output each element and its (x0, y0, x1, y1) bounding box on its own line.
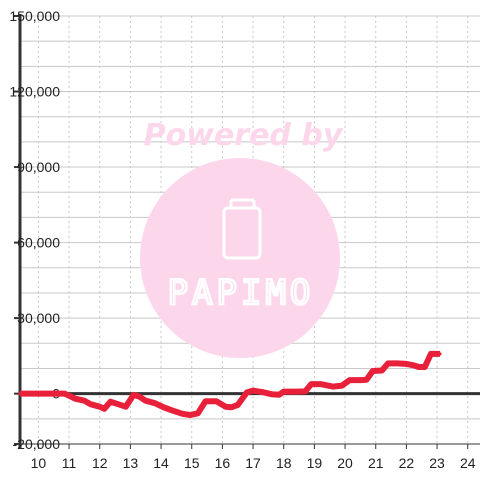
x-tick-label: 18 (276, 455, 292, 471)
data-point (63, 392, 66, 396)
phone-icon (222, 198, 262, 260)
data-point (358, 378, 362, 382)
data-point (395, 361, 399, 365)
data-point (277, 393, 281, 397)
y-tick-label: -20,000 (13, 436, 61, 452)
data-point (204, 399, 207, 403)
data-point (294, 390, 298, 394)
data-point (260, 390, 264, 394)
watermark: Powered by PAPIMO (140, 118, 344, 358)
data-point (412, 363, 416, 367)
data-point (73, 397, 77, 401)
data-point (36, 392, 40, 396)
x-tick-label: 17 (245, 455, 261, 471)
watermark-heading: Powered by (144, 118, 344, 153)
x-tick-label: 23 (429, 455, 445, 471)
data-point (124, 405, 128, 409)
data-point (109, 400, 112, 404)
data-point (52, 392, 56, 396)
data-point (132, 393, 135, 397)
x-tick-label: 13 (123, 455, 139, 471)
y-tick-label: 30,000 (17, 310, 60, 326)
data-point (309, 382, 313, 386)
data-point (162, 406, 166, 409)
data-point (365, 378, 368, 382)
data-point (319, 382, 322, 386)
watermark-brand: PAPIMO (168, 273, 315, 313)
x-tick-label: 12 (92, 455, 108, 471)
data-point (102, 407, 106, 411)
series-line (20, 350, 441, 418)
data-point (89, 402, 92, 406)
x-tick-label: 11 (62, 455, 77, 471)
x-tick-labels: 10 11 12 13 14 15 16 17 18 19 20 21 22 23 24 (31, 455, 476, 471)
x-tick-label: 22 (399, 455, 415, 471)
data-point (188, 413, 192, 417)
data-point (417, 365, 421, 369)
data-point (18, 392, 22, 396)
x-tick-label: 16 (215, 455, 231, 471)
y-tick-label: 120,000 (9, 84, 60, 100)
data-point (386, 361, 390, 365)
data-point (303, 389, 307, 393)
data-point (429, 352, 433, 356)
data-point (67, 394, 71, 398)
y-tick-label: 90,000 (17, 159, 60, 175)
y-tick-label: 60,000 (17, 235, 60, 251)
data-point (82, 399, 86, 403)
data-point (380, 369, 384, 372)
x-tick-label: 14 (153, 455, 169, 471)
data-point (138, 395, 142, 399)
x-tick-label: 10 (31, 455, 47, 471)
data-point (331, 385, 335, 389)
x-tick-label: 19 (307, 455, 323, 471)
series-group (18, 350, 442, 418)
data-point (423, 365, 427, 369)
data-point (196, 411, 200, 415)
x-tick-label: 20 (337, 455, 353, 471)
data-point (270, 392, 273, 396)
data-point (153, 401, 157, 405)
data-point (236, 403, 240, 407)
data-point (245, 390, 249, 394)
data-point (282, 390, 286, 394)
data-point (371, 369, 375, 373)
data-point (214, 399, 218, 403)
data-point (251, 389, 255, 393)
data-point (171, 409, 175, 413)
data-point (144, 399, 148, 403)
x-tick-label: 21 (368, 455, 384, 471)
data-point (98, 405, 102, 409)
data-point (340, 384, 344, 388)
x-tick-label: 15 (184, 455, 200, 471)
data-point (181, 412, 184, 416)
data-point (348, 378, 352, 382)
data-point (224, 405, 227, 409)
y-tick-label: 150,000 (9, 8, 60, 24)
data-point (115, 402, 119, 406)
data-point (230, 405, 234, 409)
data-point (438, 352, 442, 356)
data-point (404, 362, 408, 366)
x-tick-label: 24 (460, 455, 476, 471)
